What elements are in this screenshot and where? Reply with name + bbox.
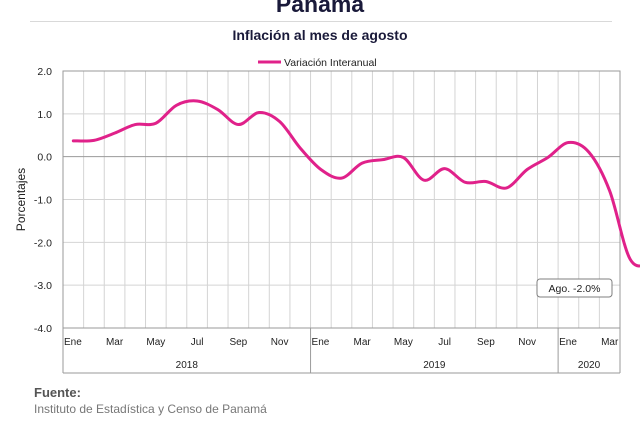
annotation-box <box>536 278 613 298</box>
x-tick-label: Jul <box>438 337 451 348</box>
plot-frame <box>62 70 621 329</box>
x-tick-label: May <box>146 337 165 348</box>
y-tick-label: -1.0 <box>34 195 52 207</box>
x-tick-label: Mar <box>354 337 372 348</box>
y-axis-title: Porcentajes <box>14 168 28 231</box>
x-tick-label: Mar <box>106 337 124 348</box>
y-tick-label: -2.0 <box>34 237 52 249</box>
x-tick-label: Ene <box>559 337 577 348</box>
chart-title: Inflación al mes de agosto <box>232 27 408 43</box>
title-divider <box>30 21 612 22</box>
annotation-label: Ago. -2.0% <box>549 283 601 295</box>
y-tick-label: -3.0 <box>34 280 52 292</box>
y-tick-label: 0.0 <box>37 152 52 164</box>
x-tick-label: Mar <box>601 337 619 348</box>
year-label: 2020 <box>578 360 601 371</box>
y-tick-label: -4.0 <box>34 323 52 335</box>
y-tick-label: 2.0 <box>37 66 52 78</box>
y-tick-label: 1.0 <box>37 109 52 121</box>
x-tick-label: Ene <box>64 337 82 348</box>
year-label: 2019 <box>423 360 446 371</box>
source-text: Instituto de Estadística y Censo de Pana… <box>34 402 267 416</box>
x-tick-label: Nov <box>271 337 289 348</box>
x-tick-label: Sep <box>229 337 247 348</box>
legend-label: Variación Interanual <box>284 57 377 69</box>
page-title: Panamá <box>275 0 365 17</box>
x-tick-label: May <box>394 337 413 348</box>
series-line-variacion-interanual <box>71 99 640 268</box>
x-tick-label: Sep <box>477 337 495 348</box>
x-tick-label: Ene <box>312 337 330 348</box>
x-tick-label: Jul <box>191 337 204 348</box>
source-label: Fuente: <box>34 385 81 400</box>
x-tick-label: Nov <box>518 337 536 348</box>
year-label: 2018 <box>176 360 199 371</box>
